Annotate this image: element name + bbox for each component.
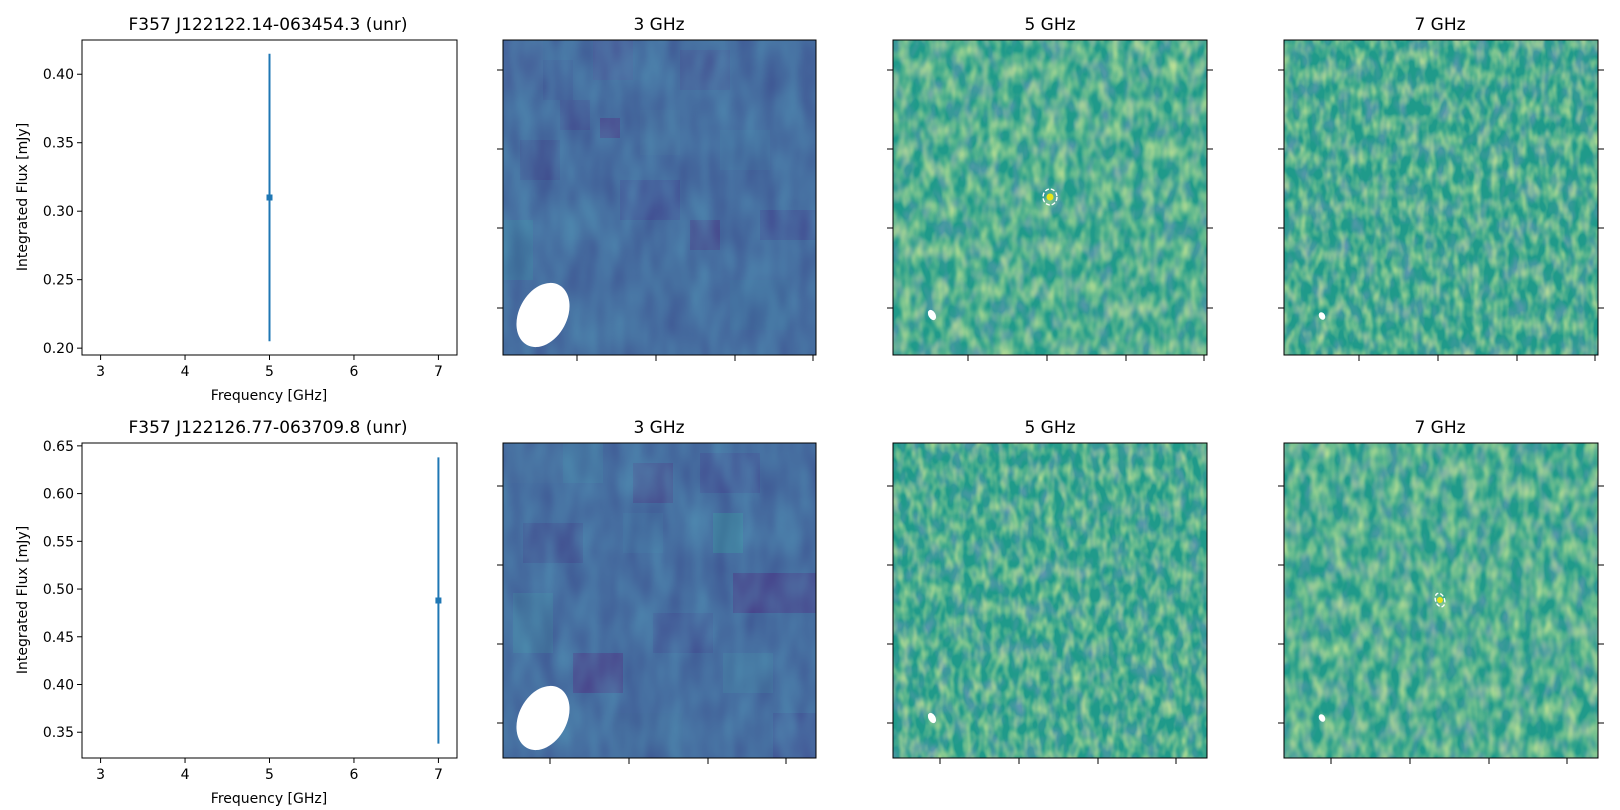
- image-7ghz-ticks-1: [1278, 69, 1604, 361]
- image-5ghz-ticks-1: [887, 69, 1213, 361]
- y-tick-label: 0.60: [43, 487, 74, 503]
- x-tick-label: 5: [265, 364, 274, 380]
- y-tick-label: 0.35: [43, 725, 74, 741]
- sed-xlabel-1: Frequency [GHz]: [211, 388, 327, 404]
- panel-title-7ghz-2: 7 GHz: [1414, 418, 1465, 438]
- data-point: [266, 194, 273, 201]
- image-7ghz-frame-2: [1283, 442, 1599, 759]
- beam-ellipse-3ghz-1: [516, 282, 570, 348]
- source-contour-7ghz-2: [1434, 592, 1446, 608]
- y-tick-label: 0.45: [43, 630, 74, 646]
- image-5ghz-frame-2: [892, 442, 1208, 759]
- panel-title-5ghz-2: 5 GHz: [1024, 418, 1075, 438]
- image-7ghz-noise-1: [1284, 40, 1598, 355]
- sed-panel-1: F357 J122122.14-063454.3 (unr) 3 4 5 6 7 0.20…: [15, 15, 458, 404]
- image-5ghz-ticks-2: [887, 485, 1177, 764]
- panel-title-5ghz-1: 5 GHz: [1024, 15, 1075, 35]
- x-tick-label: 3: [96, 364, 105, 380]
- image-3ghz-ticks-1: [497, 69, 814, 361]
- y-tick-label: 0.25: [43, 273, 74, 289]
- source-7ghz-2: [1437, 597, 1443, 603]
- panel-title-3ghz-1: 3 GHz: [633, 15, 684, 35]
- image-3ghz-frame-1: [502, 39, 817, 356]
- image-3ghz-ticks-2: [497, 485, 787, 764]
- image-panel-3ghz-1: 3 GHz: [497, 15, 817, 361]
- sed-ylabel-2: Integrated Flux [mJy]: [15, 526, 31, 674]
- y-tick-label: 0.30: [43, 204, 74, 220]
- x-tick-label: 7: [434, 364, 443, 380]
- sed-title-2: F357 J122126.77-063709.8 (unr): [128, 418, 407, 438]
- y-tick-label: 0.65: [43, 439, 74, 455]
- x-tick-label: 4: [181, 364, 190, 380]
- image-panel-3ghz-2: 3 GHz: [497, 418, 817, 764]
- image-panel-7ghz-2: 7 GHz: [1278, 418, 1604, 764]
- image-5ghz-frame-1: [892, 39, 1208, 356]
- y-tick-label: 0.20: [43, 341, 74, 357]
- image-panel-5ghz-2: 5 GHz: [887, 418, 1208, 764]
- image-3ghz-frame-2: [502, 442, 817, 759]
- sed-marks-2: 3 4 5 6 7 0.35 0.40 0.45 0.50 0.55 0.60 0.65: [43, 439, 443, 783]
- image-panel-5ghz-1: 5 GHz: [887, 15, 1213, 361]
- x-tick-label: 6: [349, 767, 358, 783]
- sed-marks-1: 3 4 5 6 7 0.20 0.25 0.30 0.35 0.40: [43, 53, 443, 380]
- x-tick-label: 4: [181, 767, 190, 783]
- data-point: [435, 597, 442, 604]
- panel-title-7ghz-1: 7 GHz: [1414, 15, 1465, 35]
- beam-ellipse-5ghz-2: [927, 712, 937, 724]
- beam-ellipse-5ghz-1: [927, 309, 937, 321]
- sed-title-1: F357 J122122.14-063454.3 (unr): [128, 15, 407, 35]
- image-panel-7ghz-1: 7 GHz: [1278, 15, 1604, 361]
- beam-ellipse-7ghz-1: [1318, 312, 1326, 320]
- panel-title-3ghz-2: 3 GHz: [633, 418, 684, 438]
- y-tick-label: 0.55: [43, 534, 74, 550]
- sed-axes-2: [81, 442, 458, 759]
- source-contour-5ghz-1: [1042, 188, 1058, 206]
- x-tick-label: 5: [265, 767, 274, 783]
- image-5ghz-noise-2: [893, 443, 1207, 758]
- sed-ylabel-1: Integrated Flux [mJy]: [15, 123, 31, 271]
- sed-xlabel-2: Frequency [GHz]: [211, 791, 327, 807]
- y-tick-label: 0.50: [43, 582, 74, 598]
- y-tick-label: 0.35: [43, 136, 74, 152]
- sed-panel-2: F357 J122126.77-063709.8 (unr) 3 4 5 6 7 0.35…: [15, 418, 458, 807]
- beam-ellipse-7ghz-2: [1318, 714, 1326, 722]
- y-tick-label: 0.40: [43, 678, 74, 694]
- source-5ghz-1: [1046, 193, 1054, 201]
- image-7ghz-ticks-2: [1278, 485, 1604, 764]
- x-tick-label: 7: [434, 767, 443, 783]
- image-7ghz-frame-1: [1283, 39, 1599, 356]
- y-tick-label: 0.40: [43, 67, 74, 83]
- x-tick-label: 6: [349, 364, 358, 380]
- beam-ellipse-3ghz-2: [516, 685, 570, 751]
- x-tick-label: 3: [96, 767, 105, 783]
